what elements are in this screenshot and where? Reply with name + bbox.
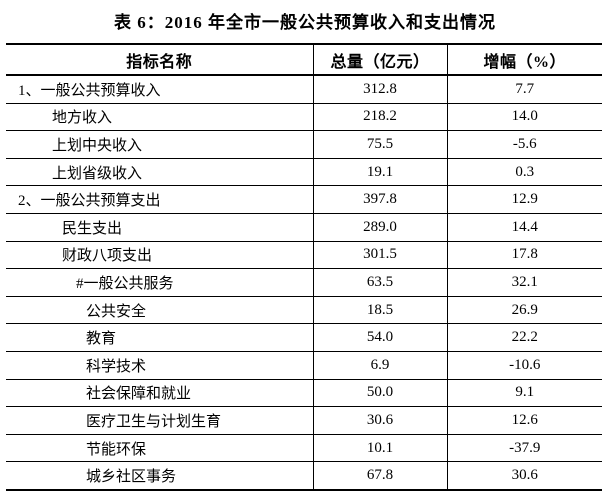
total-value: 289.0 xyxy=(312,213,447,242)
table-row: 2、一般公共预算支出 397.8 12.9 xyxy=(6,185,602,214)
growth-value: 0.3 xyxy=(446,158,602,187)
growth-value: -10.6 xyxy=(446,351,602,380)
table-row: 民生支出 289.0 14.4 xyxy=(6,213,602,242)
indicator-name: 社会保障和就业 xyxy=(6,379,313,408)
growth-value: 14.4 xyxy=(446,213,602,242)
table-row: 教育 54.0 22.2 xyxy=(6,323,602,352)
total-value: 54.0 xyxy=(312,323,447,352)
table-title: 表 6：2016 年全市一般公共预算收入和支出情况 xyxy=(114,13,496,32)
growth-value: 22.2 xyxy=(446,323,602,352)
total-value: 10.1 xyxy=(312,434,447,463)
growth-value: 14.0 xyxy=(446,103,602,132)
budget-table: 指标名称 总量（亿元） 增幅（%） 1、一般公共预算收入 312.8 7.7 地… xyxy=(6,43,602,491)
indicator-name: 民生支出 xyxy=(6,213,313,242)
col-header-total: 总量（亿元） xyxy=(312,44,447,76)
table-row: 节能环保 10.1 -37.9 xyxy=(6,434,602,463)
growth-value: -37.9 xyxy=(446,434,602,463)
table-row: 社会保障和就业 50.0 9.1 xyxy=(6,379,602,408)
table-row: 上划省级收入 19.1 0.3 xyxy=(6,158,602,187)
col-header-indicator: 指标名称 xyxy=(6,44,313,76)
growth-value: 12.9 xyxy=(446,185,602,214)
indicator-name: 1、一般公共预算收入 xyxy=(6,75,313,104)
growth-value: 12.6 xyxy=(446,406,602,435)
indicator-name: 公共安全 xyxy=(6,296,313,325)
growth-value: 30.6 xyxy=(446,461,602,490)
total-value: 397.8 xyxy=(312,185,447,214)
header-row: 指标名称 总量（亿元） 增幅（%） xyxy=(6,44,602,76)
table-row: 财政八项支出 301.5 17.8 xyxy=(6,241,602,270)
indicator-name: 科学技术 xyxy=(6,351,313,380)
indicator-name: 医疗卫生与计划生育 xyxy=(6,406,313,435)
total-value: 6.9 xyxy=(312,351,447,380)
total-value: 63.5 xyxy=(312,268,447,297)
growth-value: -5.6 xyxy=(446,130,602,159)
indicator-name: 城乡社区事务 xyxy=(86,469,177,486)
table-row: 科学技术 6.9 -10.6 xyxy=(6,351,602,380)
total-value: 50.0 xyxy=(312,379,447,408)
total-value: 19.1 xyxy=(312,158,447,187)
growth-value: 26.9 xyxy=(446,296,602,325)
indicator-name: 上划中央收入 xyxy=(6,130,313,159)
growth-value: 7.7 xyxy=(446,75,602,104)
indicator-name: 地方收入 xyxy=(6,103,313,132)
indicator-name: 2、一般公共预算支出 xyxy=(6,185,313,214)
growth-value: 17.8 xyxy=(446,241,602,270)
table-row: 1、一般公共预算收入 312.8 7.7 xyxy=(6,75,602,104)
indicator-name: 财政八项支出 xyxy=(6,241,313,270)
total-value: 218.2 xyxy=(312,103,447,132)
indicator-name: 节能环保 xyxy=(6,434,313,463)
total-value: 75.5 xyxy=(312,130,447,159)
indicator-name: #一般公共服务 xyxy=(6,268,313,297)
indicator-name: 上划省级收入 xyxy=(6,158,313,187)
table-row: 地方收入 218.2 14.0 xyxy=(6,103,602,132)
total-value: 301.5 xyxy=(312,241,447,270)
total-value: 312.8 xyxy=(312,75,447,104)
growth-value: 9.1 xyxy=(446,379,602,408)
table-row: 公共安全 18.5 26.9 xyxy=(6,296,602,325)
col-header-growth: 增幅（%） xyxy=(446,44,602,76)
total-value: 18.5 xyxy=(312,296,447,325)
growth-value: 32.1 xyxy=(446,268,602,297)
table-row: 上划中央收入 75.5 -5.6 xyxy=(6,130,602,159)
total-value: 67.8 xyxy=(312,461,447,490)
indicator-name: 教育 xyxy=(6,323,313,352)
total-value: 30.6 xyxy=(312,406,447,435)
table-row: #一般公共服务 63.5 32.1 xyxy=(6,268,602,297)
table-row: 城乡社区事务 67.8 30.6 xyxy=(6,461,602,490)
table-row: 医疗卫生与计划生育 30.6 12.6 xyxy=(6,406,602,435)
